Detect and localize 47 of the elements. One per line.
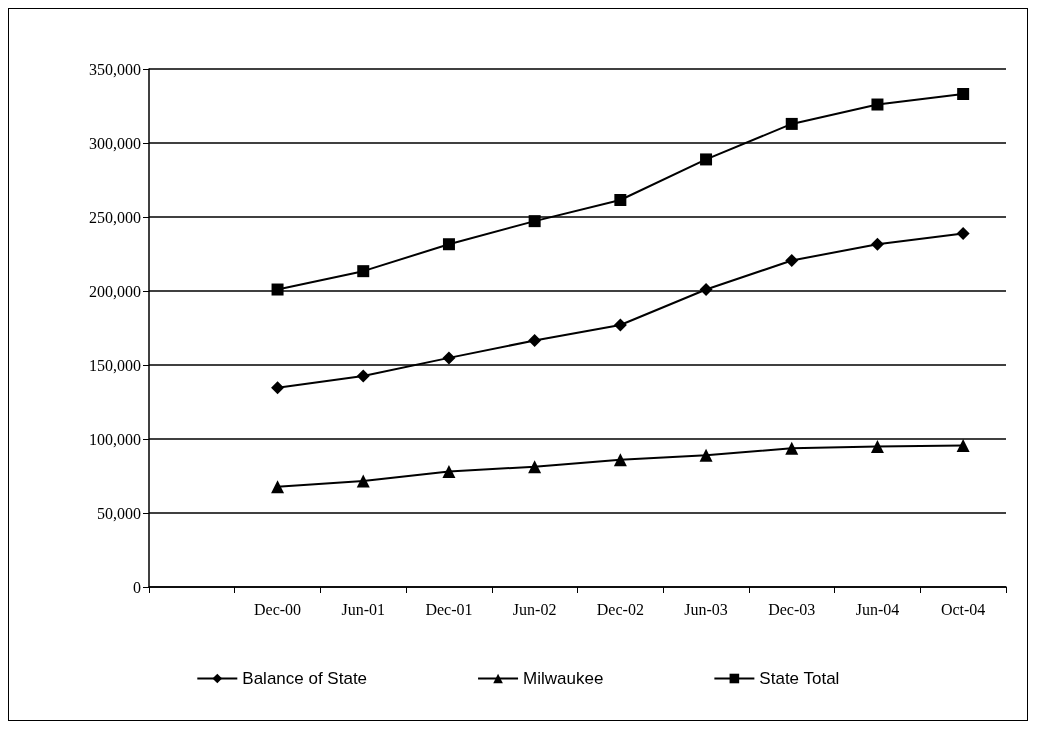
y-tick-label: 150,000 bbox=[89, 356, 141, 374]
point bbox=[528, 333, 542, 347]
y-tick-label: 100,000 bbox=[89, 430, 141, 448]
point bbox=[613, 318, 627, 332]
point bbox=[356, 474, 370, 488]
y-tick-label: 200,000 bbox=[89, 282, 141, 300]
point bbox=[271, 381, 285, 395]
point bbox=[271, 283, 284, 296]
point bbox=[614, 193, 627, 206]
point bbox=[442, 238, 455, 251]
point bbox=[870, 439, 884, 453]
x-tick-label: Jun-03 bbox=[684, 600, 728, 618]
point bbox=[785, 254, 799, 268]
point bbox=[699, 283, 713, 297]
point bbox=[956, 439, 970, 453]
x-tick-label: Oct-04 bbox=[940, 600, 986, 618]
x-tick-label: Dec-00 bbox=[254, 600, 302, 618]
point bbox=[271, 480, 285, 494]
point bbox=[870, 237, 884, 251]
point bbox=[356, 369, 370, 383]
point bbox=[528, 215, 541, 228]
point bbox=[871, 98, 884, 111]
point bbox=[785, 441, 799, 455]
x-tick-label: Dec-02 bbox=[596, 600, 644, 618]
point bbox=[442, 351, 456, 365]
legend-label: Milwaukee bbox=[523, 669, 604, 688]
y-tick-label: 250,000 bbox=[89, 208, 141, 226]
x-tick-label: Dec-03 bbox=[768, 600, 816, 618]
y-tick-label: 350,000 bbox=[89, 60, 141, 78]
point bbox=[528, 460, 542, 474]
point bbox=[700, 153, 713, 166]
y-tick-label: 0 bbox=[133, 578, 141, 596]
y-tick-label: 300,000 bbox=[89, 134, 141, 152]
point bbox=[613, 453, 627, 467]
x-tick-label: Jun-04 bbox=[855, 600, 900, 618]
point bbox=[957, 88, 970, 101]
point bbox=[785, 117, 798, 130]
legend-label: State Total bbox=[759, 669, 840, 688]
x-tick-label: Jun-02 bbox=[512, 600, 557, 618]
x-tick-label: Jun-01 bbox=[341, 600, 386, 618]
legend-label: Balance of State bbox=[242, 669, 368, 688]
point bbox=[956, 227, 970, 241]
x-tick-label: Dec-01 bbox=[425, 600, 473, 618]
point bbox=[442, 464, 456, 478]
point bbox=[699, 448, 713, 462]
point bbox=[357, 265, 370, 278]
y-tick-label: 50,000 bbox=[97, 504, 141, 522]
